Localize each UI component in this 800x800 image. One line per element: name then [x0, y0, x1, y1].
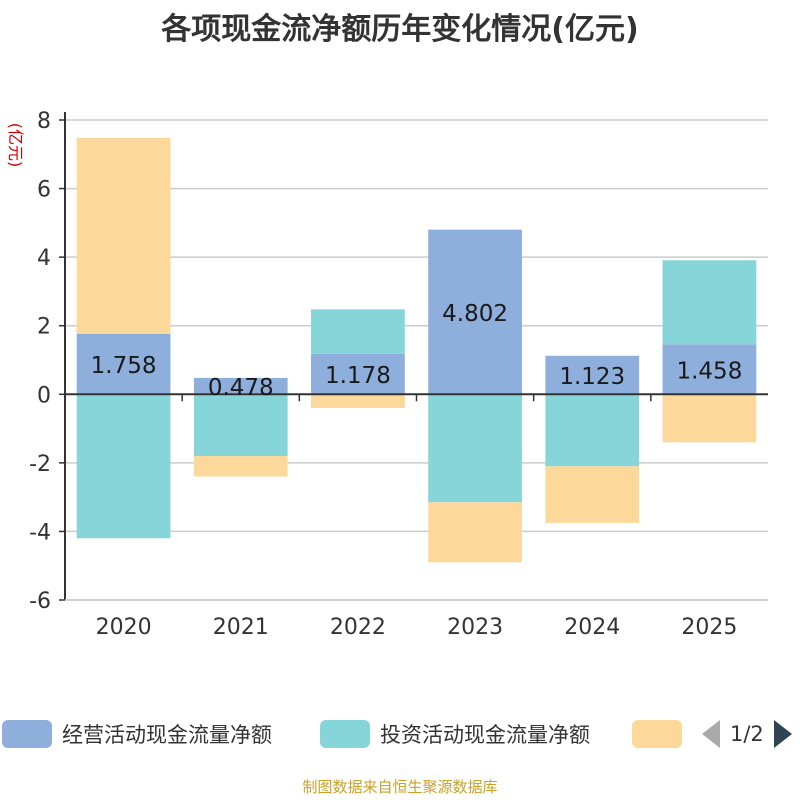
- data-source-note: 制图数据来自恒生聚源数据库: [302, 778, 498, 796]
- bar-2023-series-1: [428, 394, 522, 503]
- bar-2023-series-2: [428, 502, 522, 563]
- legend-page-indicator: 1/2: [730, 722, 764, 746]
- bar-2025-series-0: [662, 344, 757, 395]
- legend-item-investing[interactable]: 投资活动现金流量净额: [320, 716, 590, 752]
- bar-2020-series-0: [76, 334, 171, 395]
- bar-2021-series-2: [193, 456, 288, 477]
- legend-label-operating: 经营活动现金流量净额: [62, 723, 272, 747]
- y-axis-unit-label: (亿元): [6, 123, 25, 168]
- bar-2025-series-1: [662, 260, 757, 345]
- legend-swatch-operating: [2, 720, 52, 748]
- x-tick-label: 2020: [96, 615, 152, 640]
- data-label-2022: 1.178: [325, 363, 391, 389]
- bar-2024-series-0: [545, 355, 640, 395]
- y-tick-label: 6: [37, 178, 51, 203]
- legend: 经营活动现金流量净额 投资活动现金流量净额 1/2: [0, 716, 800, 752]
- y-tick-label: -2: [29, 452, 51, 477]
- legend-swatch-investing: [320, 720, 370, 748]
- y-tick-label: 2: [37, 315, 51, 340]
- chevron-left-icon[interactable]: [702, 720, 720, 748]
- legend-label-investing: 投资活动现金流量净额: [380, 723, 590, 747]
- data-label-2020: 1.758: [91, 353, 157, 379]
- bar-2022-series-0: [311, 353, 405, 395]
- bar-2023-series-0: [428, 229, 522, 395]
- data-label-2024: 1.123: [559, 364, 625, 390]
- data-label-2025: 1.458: [676, 358, 742, 384]
- y-tick-label: -4: [29, 520, 51, 545]
- bar-2021-series-1: [193, 394, 288, 456]
- y-tick-label: -6: [29, 589, 51, 614]
- x-tick-label: 2021: [213, 615, 269, 640]
- legend-item-financing[interactable]: [632, 716, 692, 752]
- legend-swatch-financing: [632, 720, 682, 748]
- bar-2025-series-2: [662, 394, 757, 443]
- legend-pager: 1/2: [702, 716, 792, 752]
- bar-2020-series-1: [76, 394, 171, 539]
- bar-marks: [76, 137, 757, 563]
- data-labels: 1.758 0.478 1.178 4.802 1.123 1.458: [91, 301, 743, 401]
- axes: 8 6 4 2 0 -2 -4 -6 2020 2021 2022 2023 2024 2025 (亿元): [6, 109, 768, 640]
- x-tick-label: 2022: [330, 615, 386, 640]
- chart-title: 各项现金流净额历年变化情况(亿元): [161, 12, 639, 47]
- legend-item-operating[interactable]: 经营活动现金流量净额: [2, 716, 272, 752]
- x-tick-label: 2024: [564, 615, 620, 640]
- bar-2020-series-2: [76, 137, 171, 335]
- y-tick-label: 0: [37, 383, 51, 408]
- bar-2024-series-1: [545, 394, 640, 467]
- data-label-2023: 4.802: [442, 301, 508, 327]
- data-label-2021: 0.478: [208, 375, 274, 401]
- chevron-right-icon[interactable]: [773, 720, 792, 748]
- bar-2024-series-2: [545, 466, 640, 523]
- bar-2021-series-0: [193, 377, 288, 395]
- y-tick-label: 8: [37, 109, 51, 134]
- bar-2022-series-2: [311, 394, 405, 408]
- y-tick-label: 4: [37, 246, 51, 271]
- x-tick-label: 2023: [447, 615, 503, 640]
- bar-2022-series-1: [311, 309, 405, 354]
- x-tick-label: 2025: [681, 615, 737, 640]
